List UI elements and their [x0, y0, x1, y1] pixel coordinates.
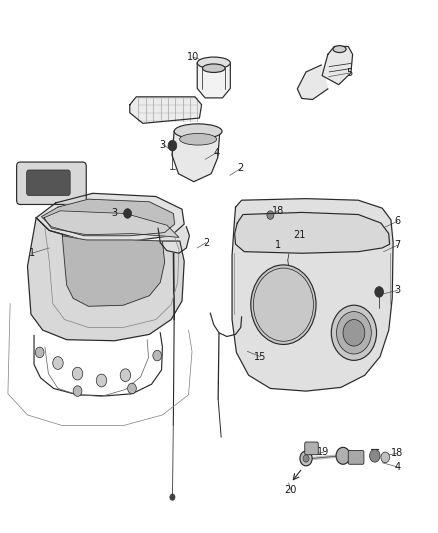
Polygon shape — [197, 63, 230, 98]
Text: 6: 6 — [394, 216, 400, 227]
Circle shape — [300, 451, 312, 466]
Text: 18: 18 — [272, 206, 284, 216]
Ellipse shape — [180, 133, 217, 145]
Circle shape — [336, 312, 371, 354]
Text: 4: 4 — [394, 462, 400, 472]
Circle shape — [170, 494, 175, 500]
Circle shape — [53, 357, 63, 369]
Polygon shape — [235, 213, 390, 253]
Circle shape — [381, 452, 390, 463]
Text: 19: 19 — [317, 447, 329, 457]
Text: 5: 5 — [346, 68, 353, 78]
Text: 18: 18 — [391, 448, 403, 458]
Circle shape — [375, 287, 384, 297]
Ellipse shape — [197, 57, 230, 69]
Circle shape — [35, 347, 44, 358]
Polygon shape — [297, 65, 328, 100]
Polygon shape — [232, 199, 393, 391]
Circle shape — [120, 369, 131, 382]
Circle shape — [96, 374, 107, 387]
Text: 3: 3 — [394, 285, 400, 295]
Text: 20: 20 — [285, 485, 297, 495]
Polygon shape — [158, 227, 189, 253]
Text: 10: 10 — [187, 52, 199, 62]
Circle shape — [303, 455, 309, 462]
FancyBboxPatch shape — [305, 442, 318, 455]
Text: 1: 1 — [275, 240, 281, 251]
Circle shape — [127, 383, 136, 394]
Ellipse shape — [174, 124, 222, 139]
Polygon shape — [322, 46, 353, 85]
Text: 2: 2 — [203, 238, 209, 248]
Text: 12: 12 — [26, 174, 38, 184]
Circle shape — [251, 265, 316, 344]
Text: 2: 2 — [238, 164, 244, 173]
Polygon shape — [130, 97, 201, 123]
Circle shape — [153, 350, 162, 361]
Polygon shape — [172, 131, 220, 182]
Text: 3: 3 — [159, 140, 166, 150]
Ellipse shape — [202, 64, 225, 72]
Polygon shape — [36, 193, 184, 241]
Polygon shape — [44, 211, 179, 237]
FancyBboxPatch shape — [27, 170, 70, 196]
Text: 1: 1 — [29, 248, 35, 259]
Circle shape — [343, 319, 365, 346]
Circle shape — [168, 140, 177, 151]
FancyBboxPatch shape — [348, 450, 364, 464]
Circle shape — [124, 209, 131, 218]
Text: 15: 15 — [254, 352, 267, 361]
Circle shape — [336, 447, 350, 464]
Polygon shape — [62, 236, 165, 306]
Text: 4: 4 — [214, 148, 220, 158]
Polygon shape — [28, 217, 184, 341]
FancyBboxPatch shape — [17, 162, 86, 205]
Ellipse shape — [333, 46, 346, 53]
Circle shape — [267, 211, 274, 219]
Circle shape — [370, 449, 380, 462]
Text: 21: 21 — [293, 230, 306, 240]
Text: 3: 3 — [112, 208, 118, 219]
Circle shape — [72, 367, 83, 380]
Text: 7: 7 — [394, 240, 401, 251]
Circle shape — [73, 386, 82, 397]
Circle shape — [331, 305, 377, 360]
Polygon shape — [42, 199, 175, 236]
